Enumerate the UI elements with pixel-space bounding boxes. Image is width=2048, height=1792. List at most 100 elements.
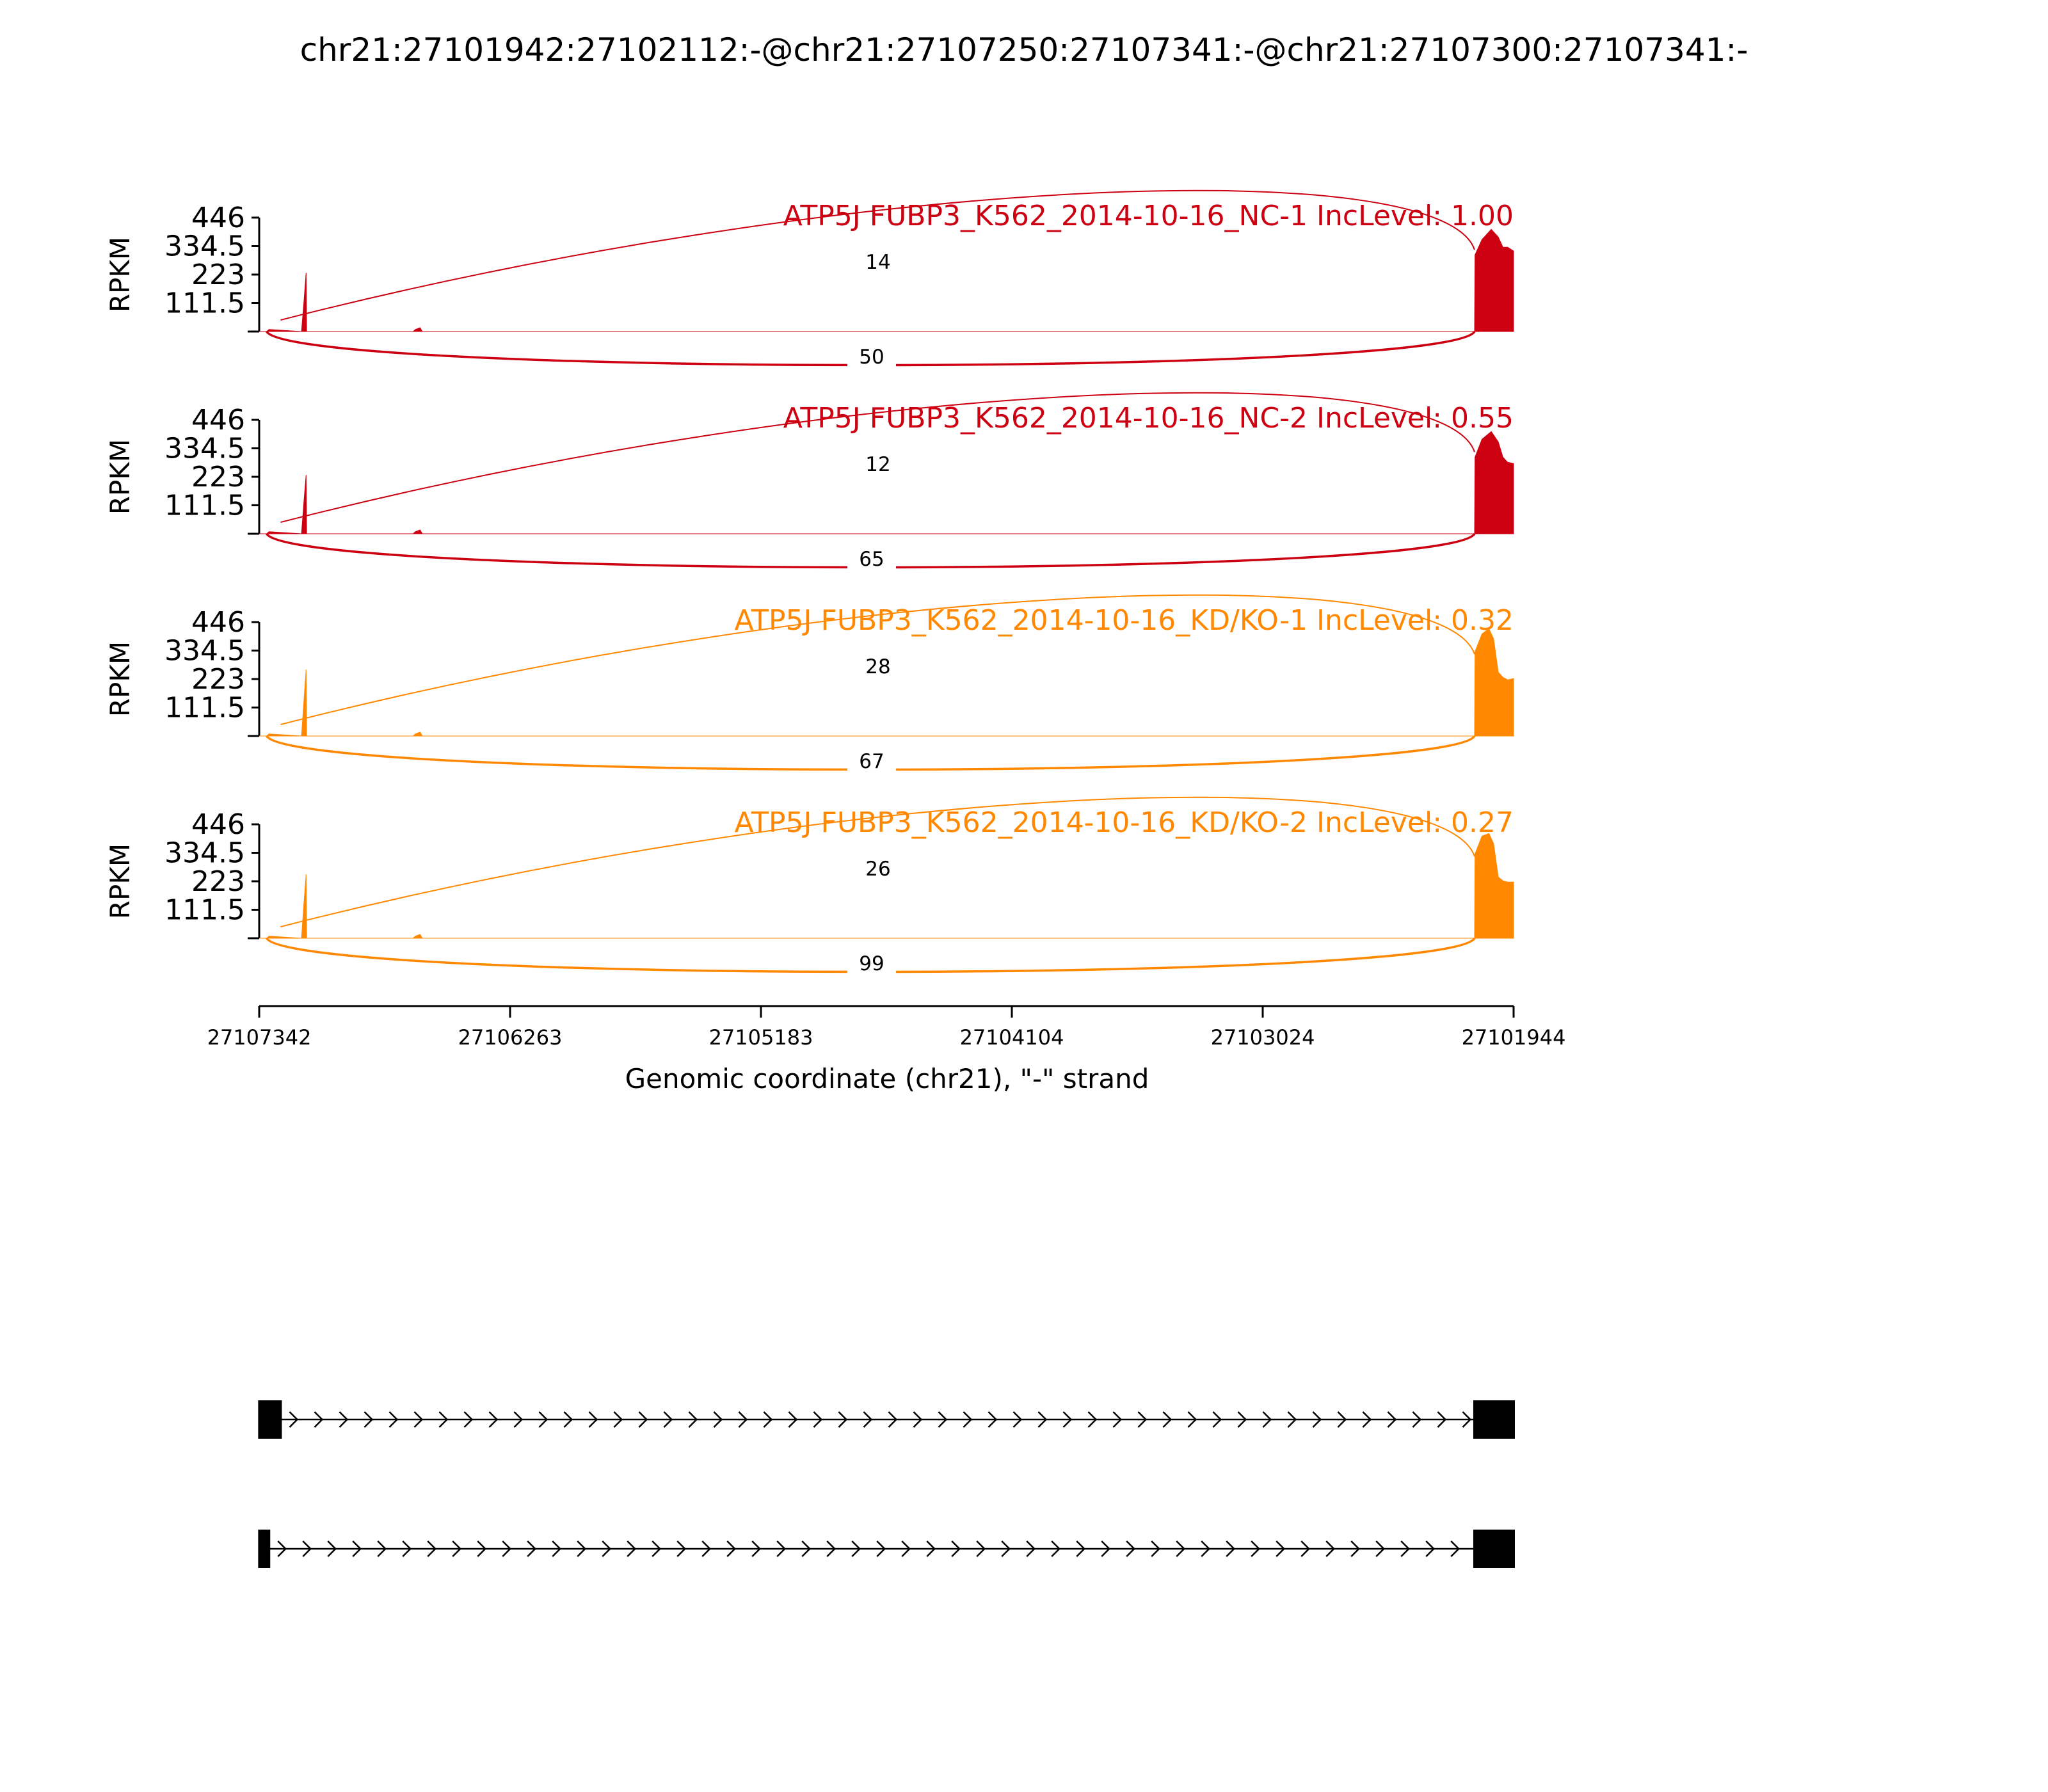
strand-arrow: [438, 1411, 449, 1428]
strand-arrow: [563, 1411, 573, 1428]
strand-arrow: [888, 1411, 898, 1428]
strand-arrow: [652, 1540, 662, 1557]
strand-arrow: [602, 1540, 612, 1557]
strand-arrow: [1287, 1411, 1297, 1428]
strand-arrow: [513, 1411, 524, 1428]
isoform-tracks: [258, 1400, 1515, 1568]
strand-arrow: [1312, 1411, 1322, 1428]
strand-arrow: [327, 1540, 337, 1557]
figure-title: chr21:27101942:27102112:-@chr21:27107250…: [300, 31, 1748, 68]
strand-arrow: [538, 1411, 548, 1428]
y-tick-label: 111.5: [164, 894, 245, 927]
strand-arrow: [339, 1411, 349, 1428]
strand-arrow: [663, 1411, 673, 1428]
exon-block: [1473, 1530, 1515, 1568]
strand-arrow: [1462, 1411, 1472, 1428]
strand-arrow: [1112, 1411, 1123, 1428]
y-axis-label: RPKM: [104, 641, 136, 717]
strand-arrow: [863, 1411, 873, 1428]
junction-label-bg: [854, 454, 902, 477]
panel-title: ATP5J FUBP3_K562_2014-10-16_NC-2 IncLeve…: [783, 402, 1514, 435]
strand-arrow: [1300, 1540, 1311, 1557]
strand-arrow: [1251, 1540, 1261, 1557]
strand-arrow: [463, 1411, 474, 1428]
strand-arrow: [1187, 1411, 1197, 1428]
strand-arrow: [1412, 1411, 1422, 1428]
strand-arrow: [627, 1540, 637, 1557]
strand-arrow: [801, 1540, 812, 1557]
x-tick-label: 27103024: [1211, 1025, 1315, 1050]
coverage-area: [259, 228, 1514, 332]
strand-arrow: [901, 1540, 911, 1557]
strand-arrow: [314, 1411, 324, 1428]
strand-arrow: [938, 1411, 948, 1428]
strand-arrow: [713, 1411, 723, 1428]
x-axis: 27107342 27106263 27105183 27104104 27103024…: [207, 1005, 1565, 1050]
strand-arrow: [1051, 1540, 1061, 1557]
strand-arrow: [577, 1540, 587, 1557]
strand-arrow: [1126, 1540, 1136, 1557]
junction-count: 14: [865, 251, 890, 274]
strand-arrow: [1387, 1411, 1397, 1428]
strand-arrow: [502, 1540, 512, 1557]
strand-arrow: [738, 1411, 748, 1428]
strand-arrow: [788, 1411, 798, 1428]
x-axis-label: Genomic coordinate (chr21), "-" strand: [625, 1063, 1149, 1094]
junction-label-bg: [854, 657, 902, 680]
strand-arrow: [1001, 1540, 1011, 1557]
y-axis-label: RPKM: [104, 844, 136, 919]
strand-arrow: [638, 1411, 648, 1428]
strand-arrow: [477, 1540, 487, 1557]
strand-arrow: [701, 1540, 712, 1557]
y-tick-label: 334.5: [164, 635, 245, 668]
strand-arrow: [488, 1411, 499, 1428]
strand-arrow: [1026, 1540, 1036, 1557]
strand-arrow: [1425, 1540, 1436, 1557]
strand-arrow: [1362, 1411, 1372, 1428]
isoform-2: [258, 1530, 1515, 1568]
junction-count: 12: [865, 453, 890, 476]
strand-arrow: [988, 1411, 998, 1428]
strand-arrow: [1212, 1411, 1222, 1428]
strand-arrow: [813, 1411, 823, 1428]
strand-arrow: [302, 1540, 312, 1557]
strand-arrow: [527, 1540, 537, 1557]
strand-arrow: [1450, 1540, 1460, 1557]
x-tick-label: 27104104: [960, 1025, 1064, 1050]
strand-arrow: [688, 1411, 698, 1428]
strand-arrow: [289, 1411, 299, 1428]
strand-arrow: [1062, 1411, 1073, 1428]
x-tick-label: 27107342: [207, 1025, 312, 1050]
coverage-area: [259, 628, 1514, 737]
junction-count: 26: [865, 858, 890, 881]
strand-arrow: [364, 1411, 374, 1428]
y-tick-label: 223: [191, 259, 245, 291]
y-tick-label: 446: [191, 808, 245, 841]
y-tick-label: 446: [191, 606, 245, 639]
strand-arrow: [1375, 1540, 1386, 1557]
strand-arrow: [1151, 1540, 1161, 1557]
strand-arrow: [776, 1540, 787, 1557]
strand-arrow: [1325, 1540, 1336, 1557]
junction-count: 99: [859, 952, 884, 975]
strand-arrow: [726, 1540, 737, 1557]
strand-arrow: [613, 1411, 623, 1428]
y-tick-label: 223: [191, 461, 245, 493]
strand-arrow: [851, 1540, 861, 1557]
strand-arrow: [1437, 1411, 1447, 1428]
y-tick-label: 111.5: [164, 490, 245, 522]
strand-arrow: [1101, 1540, 1111, 1557]
panel-title: ATP5J FUBP3_K562_2014-10-16_NC-1 IncLeve…: [783, 200, 1514, 232]
strand-arrow: [876, 1540, 886, 1557]
y-axis-label: RPKM: [104, 237, 136, 312]
exon-block: [258, 1400, 282, 1439]
strand-arrow: [826, 1540, 836, 1557]
junction-arc: [280, 392, 1475, 524]
exon-block: [1473, 1400, 1515, 1439]
junction-label-bg: [854, 252, 902, 275]
strand-arrow: [1262, 1411, 1272, 1428]
strand-arrow: [1087, 1411, 1098, 1428]
y-tick-label: 334.5: [164, 433, 245, 465]
